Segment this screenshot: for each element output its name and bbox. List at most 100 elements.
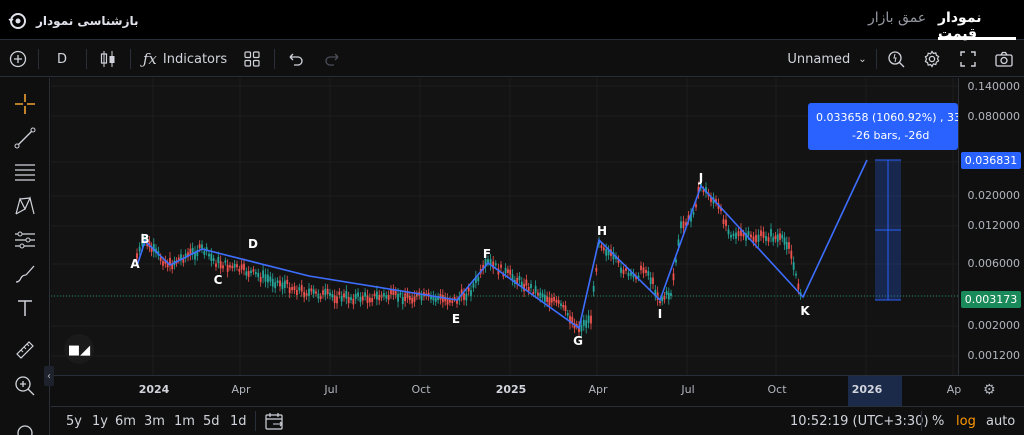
candle-body (527, 286, 530, 292)
indicators-button[interactable]: ƒx Indicators (140, 41, 230, 77)
go-to-date-button[interactable] (265, 412, 285, 434)
fullscreen-button[interactable] (955, 41, 981, 77)
brush-tool[interactable] (9, 258, 41, 290)
tradingview-logo[interactable]: ■◢ (64, 334, 94, 364)
candle-body (378, 294, 381, 301)
candle-body (303, 291, 306, 298)
candle-body (434, 297, 437, 302)
candle-body (413, 295, 416, 302)
candle-body (692, 212, 695, 215)
candle-body (226, 264, 229, 272)
candle-body (250, 270, 252, 274)
candle-body (697, 186, 700, 194)
candle-body (326, 288, 329, 295)
crosshair-tool[interactable] (9, 88, 41, 120)
candle-body (397, 293, 399, 302)
measure-tool[interactable] (9, 334, 41, 366)
candle-body (765, 235, 767, 241)
chart-pane[interactable]: A B C D E F G H I J K ■◢ (51, 78, 958, 375)
candle-body (444, 296, 447, 302)
candle-body (279, 280, 281, 287)
brand[interactable]: بازشناسی نمودار (8, 11, 139, 31)
trend-line-tool[interactable] (9, 122, 41, 154)
chart-type-button[interactable] (96, 41, 120, 77)
add-symbol-button[interactable] (4, 41, 32, 77)
auto-scale-toggle[interactable]: auto (986, 414, 1016, 429)
candle-body (772, 237, 775, 242)
wave-label-e: E (452, 312, 460, 326)
candle-body (590, 315, 592, 324)
candle-body (605, 248, 608, 256)
candle-body (797, 283, 800, 290)
candle-body (420, 295, 423, 301)
range-5y-button[interactable]: 5y (66, 414, 82, 429)
snapshot-button[interactable] (991, 41, 1017, 77)
fib-tool[interactable] (9, 156, 41, 188)
projection-tool[interactable] (9, 224, 41, 256)
candle-body (539, 292, 542, 298)
range-6m-button[interactable]: 6m (115, 414, 136, 429)
price-chart[interactable]: AB C D E F G H I J K ■◢ (51, 78, 958, 375)
redo-button[interactable] (320, 41, 344, 77)
candle-body (637, 275, 640, 279)
candle-body (441, 294, 444, 303)
candle-body (520, 281, 523, 288)
candle-body (247, 271, 250, 277)
time-axis[interactable]: 2024 Apr Jul Oct 2025 Apr Jul Oct 2026 A… (51, 375, 1024, 406)
clock-timezone[interactable]: 10:52:19 (UTC+3:30) (790, 414, 929, 429)
candle-body (350, 297, 352, 301)
percent-scale-toggle[interactable]: % (932, 414, 945, 429)
candle-body (288, 287, 291, 294)
price-axis[interactable]: 0.140000 0.080000 0.020000 0.012000 0.00… (958, 78, 1024, 375)
undo-button[interactable] (284, 41, 308, 77)
range-1m-button[interactable]: 1m (174, 414, 195, 429)
layout-menu-button[interactable]: Unnamed ⌄ (784, 41, 870, 77)
candle-body (259, 276, 262, 283)
candle-body (690, 213, 692, 222)
candle-body (415, 293, 418, 297)
candle-body (562, 304, 565, 308)
candle-body (573, 323, 576, 329)
candle-body (233, 263, 236, 268)
tab-market-depth[interactable]: عمق بازار (868, 10, 927, 26)
candle-body (184, 253, 187, 259)
range-5d-button[interactable]: 5d (203, 414, 220, 429)
toolbar-divider (86, 49, 87, 69)
pattern-tool[interactable] (9, 190, 41, 222)
candle-body (364, 292, 367, 297)
crosshair-icon (15, 94, 35, 114)
log-scale-toggle[interactable]: log (956, 414, 976, 429)
candle-body (136, 253, 138, 259)
candle-body (645, 269, 647, 273)
candle-body (534, 285, 537, 293)
quick-search-button[interactable] (883, 41, 909, 77)
templates-button[interactable] (240, 41, 264, 77)
range-1y-button[interactable]: 1y (92, 414, 108, 429)
candle-body (305, 293, 308, 297)
candle-body (523, 283, 525, 292)
collapse-sidebar-handle[interactable]: ‹ (44, 366, 54, 386)
interval-button[interactable]: D (56, 51, 67, 67)
search-icon (888, 51, 905, 68)
settings-button[interactable] (919, 41, 945, 77)
candle-body (774, 235, 777, 240)
candle-body (215, 263, 217, 267)
candle-body (555, 299, 558, 303)
text-tool[interactable] (9, 292, 41, 324)
candle-body (198, 244, 201, 249)
candle-body (675, 259, 677, 263)
candle-body (315, 291, 317, 294)
candle-body (264, 274, 267, 282)
time-tick: Ap (946, 383, 962, 396)
axis-settings-icon[interactable]: ⚙ (983, 382, 996, 398)
magnet-tool[interactable] (9, 414, 41, 435)
candle-body (201, 244, 203, 249)
candle-body (550, 297, 553, 303)
range-3m-button[interactable]: 3m (144, 414, 165, 429)
candle-body (271, 279, 274, 287)
candle-body (792, 262, 795, 270)
range-1d-button[interactable]: 1d (230, 414, 247, 429)
title-bar: بازشناسی نمودار عمق بازار نمودار قیمت (0, 0, 1024, 42)
zoom-tool[interactable] (9, 370, 41, 402)
bottom-divider (921, 411, 922, 431)
